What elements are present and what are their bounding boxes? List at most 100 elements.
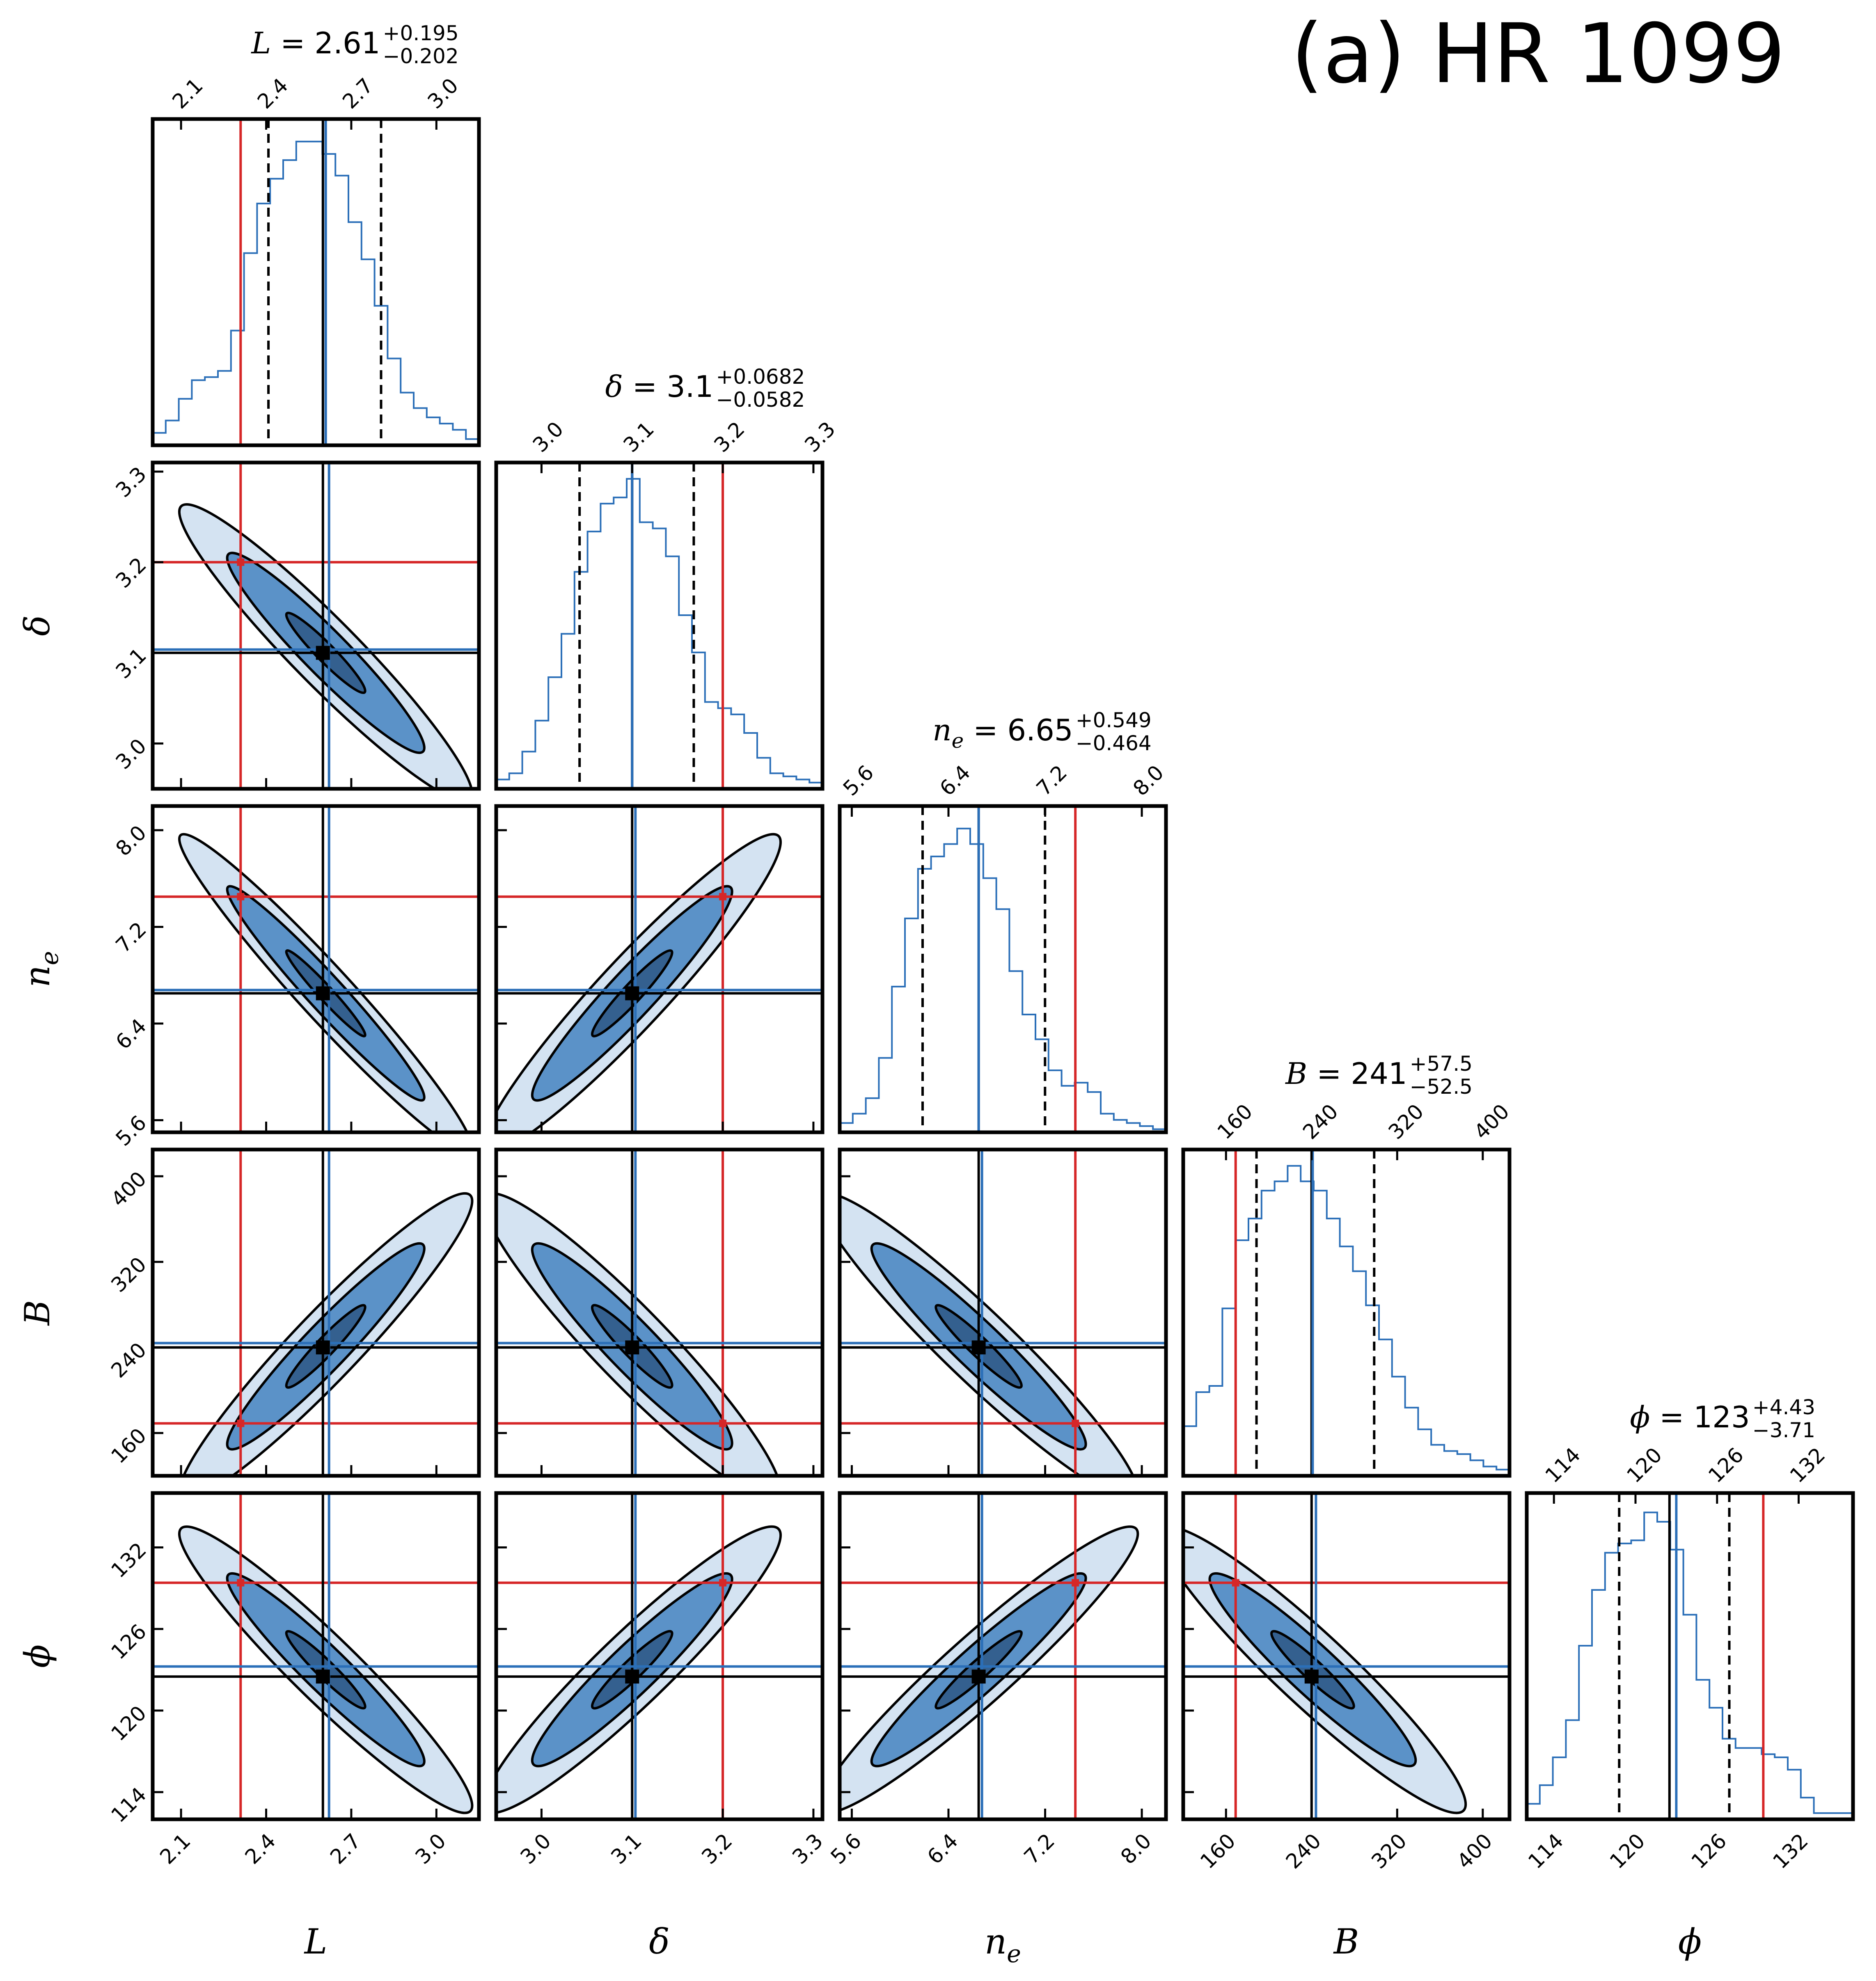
contour-panel-3-0: 160 240 320 400 B [17, 1147, 481, 1478]
tick-label: 120 [1622, 1443, 1666, 1487]
title-0: L = 2.61 [250, 26, 380, 60]
title-3: B = 241 [1285, 1056, 1407, 1091]
tick-label: 7.2 [1032, 760, 1072, 800]
tick-label: 7.2 [1019, 1829, 1059, 1869]
tick-label: 3.2 [111, 553, 151, 593]
contour-panel-4-2: 5.6 6.4 7.2 8.0 ne [826, 1491, 1168, 1968]
tick-label: 240 [1281, 1829, 1326, 1873]
tick-label: 126 [1687, 1829, 1731, 1873]
panel-frame [494, 1491, 825, 1821]
tick-label: 8.0 [111, 821, 151, 861]
tick-label: 160 [107, 1424, 151, 1468]
tick-label: 8.0 [1116, 1829, 1156, 1869]
panel-frame [1181, 1147, 1512, 1478]
contour-panel-4-0: 114 120 126 132 ϕ 2.1 2.4 2.7 3.0 L [17, 1491, 481, 1962]
tick-label: 5.6 [111, 1111, 151, 1151]
panel-frame [494, 804, 825, 1134]
ylabel-1: δ [17, 615, 57, 636]
truth-marker [237, 558, 245, 566]
panel-frame [151, 460, 481, 791]
contour-panel-2-0: 5.6 6.4 7.2 8.0 ne [17, 804, 481, 1151]
tick-label: 400 [1469, 1099, 1514, 1144]
tick-label: 2.1 [168, 73, 208, 113]
best-fit-marker [971, 1340, 986, 1355]
tick-label: 5.6 [826, 1829, 866, 1869]
title-4: ϕ = 123 [1630, 1400, 1750, 1434]
tick-label: 3.3 [788, 1829, 827, 1869]
contour-panel-4-3: 160 240 320 400 B [1181, 1491, 1512, 1962]
tick-label: 120 [107, 1701, 151, 1745]
panel-frame [494, 460, 825, 791]
best-fit-marker [1304, 1670, 1319, 1684]
title-4-minus: −3.71 [1752, 1418, 1815, 1442]
xlabel-2: ne [985, 1921, 1021, 1968]
tick-label: 3.0 [423, 73, 463, 113]
tick-label: 240 [107, 1338, 151, 1382]
best-fit-marker [971, 1670, 986, 1684]
contour-panel-2-1 [494, 804, 825, 1134]
histogram-step [1527, 1512, 1853, 1814]
hist-panel-1: δ = 3.1 +0.0682−0.0582 3.0 3.1 3.2 3.3 [494, 365, 840, 791]
tick-label: 114 [1523, 1829, 1568, 1873]
histogram-step [496, 478, 822, 783]
contour-panel-4-1: 3.0 3.1 3.2 3.3 δ [494, 1491, 827, 1962]
panel-frame [151, 117, 481, 447]
truth-marker [1072, 1420, 1079, 1427]
tick-label: 3.1 [607, 1829, 646, 1869]
title-1: δ = 3.1 [605, 369, 714, 404]
tick-label: 132 [1768, 1829, 1813, 1873]
tick-label: 5.6 [838, 760, 878, 800]
tick-label: 320 [107, 1253, 151, 1297]
title-3-plus: +57.5 [1410, 1052, 1473, 1076]
tick-label: 3.2 [697, 1829, 737, 1869]
title-2: ne = 6.65 [932, 713, 1073, 753]
tick-label: 8.0 [1129, 760, 1168, 800]
xlabel-3: B [1333, 1921, 1359, 1962]
truth-marker [719, 1420, 727, 1427]
tick-label: 126 [107, 1619, 151, 1664]
tick-label: 3.1 [619, 417, 659, 457]
xlabel-1: δ [649, 1921, 670, 1962]
hist-panel-3: B = 241 +57.5−52.5 160 240 320 400 [1181, 1052, 1514, 1478]
panel-frame [1525, 1491, 1855, 1821]
tick-label: 126 [1704, 1443, 1748, 1487]
tick-label: 6.4 [923, 1829, 962, 1869]
tick-label: 132 [1785, 1443, 1830, 1487]
tick-label: 114 [107, 1783, 151, 1827]
tick-label: 320 [1367, 1829, 1411, 1873]
tick-label: 240 [1298, 1099, 1342, 1144]
tick-label: 132 [107, 1538, 151, 1583]
tick-label: 120 [1605, 1829, 1649, 1873]
xlabel-0: L [304, 1921, 328, 1962]
hist-panel-4: ϕ = 123 +4.43−3.71 114 120 126 132 114 120 126 13… [1523, 1395, 1855, 1962]
tick-label: 2.4 [253, 73, 293, 113]
contour-panel-3-1 [494, 1147, 825, 1478]
tick-label: 6.4 [111, 1014, 151, 1054]
panel-frame [838, 1147, 1168, 1478]
tick-label: 3.3 [111, 462, 151, 502]
hist-panel-2: ne = 6.65 +0.549−0.464 5.6 6.4 7.2 8.0 [838, 708, 1168, 1134]
best-fit-marker [625, 1340, 639, 1355]
tick-label: 3.3 [800, 417, 840, 457]
panel-frame [151, 1491, 481, 1821]
best-fit-marker [625, 986, 639, 1001]
tick-label: 160 [1196, 1829, 1240, 1873]
truth-marker [237, 893, 245, 900]
best-fit-marker [316, 1670, 330, 1684]
xlabel-4: ϕ [1678, 1921, 1702, 1962]
tick-label: 2.1 [155, 1829, 195, 1869]
figure-label: (a) HR 1099 [1291, 6, 1785, 102]
tick-label: 3.0 [528, 417, 568, 457]
tick-label: 3.0 [516, 1829, 556, 1869]
tick-label: 2.7 [325, 1829, 365, 1869]
title-2-minus: −0.464 [1076, 731, 1152, 755]
best-fit-marker [625, 1670, 639, 1684]
histogram-step [153, 140, 479, 440]
tick-label: 2.7 [338, 73, 378, 113]
histogram-step [840, 827, 1166, 1130]
title-1-plus: +0.0682 [716, 365, 805, 389]
truth-marker [719, 893, 727, 900]
ylabel-3: B [17, 1300, 57, 1326]
tick-label: 3.0 [111, 734, 151, 774]
panel-frame [494, 1147, 825, 1478]
